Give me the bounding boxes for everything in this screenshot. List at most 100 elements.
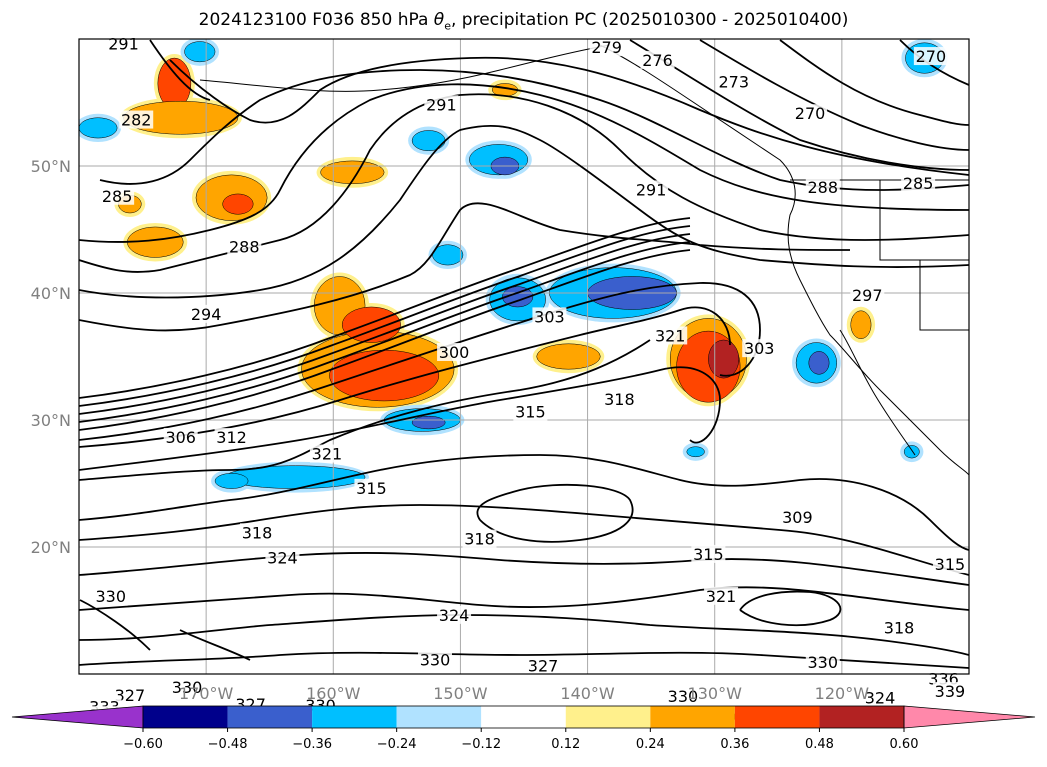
lat-tick-label: 40°N [31,284,71,303]
lat-tick-label: 20°N [31,538,71,557]
contour-label-bg [513,402,548,421]
colorbar-tick-label: −0.60 [123,737,163,752]
contour-line [149,39,969,171]
contour-label-bg [913,47,948,66]
contour-label: 318 [604,390,635,409]
axis-tick-labels: 50°N 40°N 30°N 20°N 170°W 160°W 150°W 140°W 130°… [31,157,870,703]
contour-label: 327 [115,686,146,705]
colorbar-frame [142,705,905,729]
contour-label-bg [805,177,840,196]
contour-label-bg [437,605,472,624]
contour-line [79,454,969,551]
contour-label-bg [691,544,726,563]
colorbar-tick-label: −0.36 [292,737,332,752]
contour-label-bg [793,104,828,123]
contour-label-bg [640,50,675,69]
contour-label: 294 [191,305,222,324]
lon-tick-label: 130°W [688,684,743,703]
chart-title: 2024123100 F036 850 hPa θe, precipitatio… [0,10,1047,32]
contour-label: 291 [636,180,667,199]
contour-label-bg [716,72,751,91]
contour-label: 315 [356,479,387,498]
lon-tick-label: 150°W [433,684,488,703]
contour-line [79,217,691,399]
shading-patch [411,130,446,152]
contour-label-bg [589,38,624,57]
theta-subscript: e [444,19,451,33]
coastline [839,329,916,456]
lat-lon-gridlines [79,39,969,674]
colorbar-tick-label: −0.12 [461,737,501,752]
contour-label-bg [418,650,452,669]
contour-label: 327 [528,657,559,676]
contour-label-bg [119,110,154,129]
contour-label: 288 [229,238,260,257]
contour-line [79,339,651,481]
shading-patch [79,117,118,139]
colorbar-tick-label: −0.24 [377,737,417,752]
contour-label-bg [665,687,700,706]
colorbar-tick-label: 0.60 [890,737,919,752]
contour-label: 318 [884,619,915,638]
contour-label-bg [932,682,967,701]
contour-line [699,39,969,151]
title-suffix: , precipitation PC (2025010300 - 2025010… [450,10,849,30]
contour-label-bg [882,618,917,637]
lon-tick-label: 170°W [179,684,234,703]
contour-label-bg [437,342,472,361]
contour-label: 330 [668,687,699,706]
theta-e-contours [79,39,969,669]
contour-line [169,56,969,176]
contour-label: 321 [312,445,343,464]
shading-patch [536,343,601,370]
contour-label: 330 [420,650,451,669]
contour-line [739,590,842,627]
contour-line [79,83,969,243]
contour-label: 324 [439,606,470,625]
contour-label-bg [901,174,936,193]
contour-label-bg [100,186,135,205]
contour-label: 318 [242,523,273,542]
colorbar-swatch [143,706,228,728]
contour-line [79,306,731,448]
contour-label: 303 [534,307,565,326]
colorbar-swatch [819,706,904,728]
contour-label-bg [634,180,669,199]
contour-label: 315 [935,555,966,574]
precip-shading [79,39,948,493]
contour-line [79,124,969,299]
contour-line [79,202,851,332]
contour-label-bg [354,478,389,497]
colorbar: −0.60 −0.48 −0.36 −0.24 −0.12 0.12 0.24 0.36 0.4… [11,705,1036,752]
coastline [199,44,611,92]
colorbar-swatch [312,706,397,728]
contour-label: 318 [464,530,495,549]
contour-label: 330 [96,587,127,606]
contour-label-bg [265,548,300,567]
contour-label: 279 [591,38,622,57]
contour-label-bg [704,586,739,605]
shading-patch [808,351,830,375]
shading-patch [214,473,249,489]
coastlines [199,44,969,476]
contour-label-bg [602,389,637,408]
contour-label-bg [93,586,128,605]
shading-patch [502,286,534,308]
shading-patch [686,446,705,458]
contour-label: 321 [655,326,686,345]
shading-patch [850,310,872,339]
contour-label-bg [170,678,205,697]
contour-line [79,586,969,611]
shading-patch [184,41,216,63]
contour-label-bg [526,656,561,675]
colorbar-tick-label: 0.48 [805,737,834,752]
contour-label-bg [850,285,885,304]
contour-label: 324 [865,688,896,707]
contour-line [79,233,691,415]
contour-label: 285 [102,187,133,206]
contour-label-bg [462,529,497,548]
shading-patch [222,193,254,215]
contour-label-bg [309,444,344,463]
contour-label-bg [227,237,262,256]
